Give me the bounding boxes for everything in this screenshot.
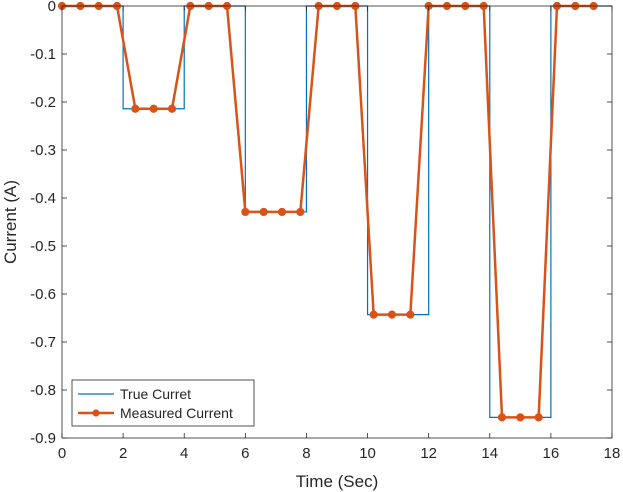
y-tick-label: -0.1 [30,46,56,63]
measured-current-point [516,413,525,422]
x-axis-label: Time (Sec) [296,472,379,491]
x-tick-label: 2 [119,445,127,462]
legend: True Curret Measured Current [71,379,255,427]
measured-current-point [534,413,543,422]
y-tick-label: -0.4 [30,190,56,207]
measured-current-point [131,104,140,113]
y-tick-label: -0.8 [30,382,56,399]
measured-current-point [167,104,177,113]
legend-box [71,379,255,427]
measured-current-point [259,207,268,217]
measured-current-point [497,413,507,422]
legend-label: Measured Current [120,405,233,421]
x-tick-label: 18 [604,445,621,462]
y-tick-label: -0.6 [30,286,56,303]
measured-current-point [369,310,378,319]
plot-frame [61,5,613,439]
tick-layer: 0 2 4 6 8 10 12 14 16 18 0 -0.1 -0.2 -0.3 -0.4 -0.5 -0.6… [30,0,620,462]
y-tick-label: -0.2 [30,94,56,111]
y-tick-label: -0.7 [30,334,56,351]
x-tick-label: 6 [241,445,249,462]
measured-current-point [277,207,287,217]
y-axis-label: Current (A) [1,180,20,264]
legend-label: True Curret [120,386,191,402]
y-tick-label: -0.3 [30,142,56,159]
measured-current-point [406,310,415,319]
y-tick-label: 0 [48,0,56,15]
x-tick-label: 12 [420,445,437,462]
y-tick-label: -0.5 [30,238,56,255]
measured-current-point [387,310,397,319]
x-tick-label: 8 [302,445,310,462]
measured-current-point [149,104,158,113]
legend-measured-current-marker [92,409,100,417]
x-tick-label: 16 [543,445,560,462]
x-tick-label: 10 [359,445,376,462]
x-tick-label: 4 [180,445,188,462]
x-tick-label: 14 [481,445,498,462]
measured-current-point [296,207,305,217]
x-tick-label: 0 [58,445,66,462]
measured-current-point [241,207,250,217]
plot-area [62,6,612,438]
y-tick-label: -0.9 [30,430,56,447]
